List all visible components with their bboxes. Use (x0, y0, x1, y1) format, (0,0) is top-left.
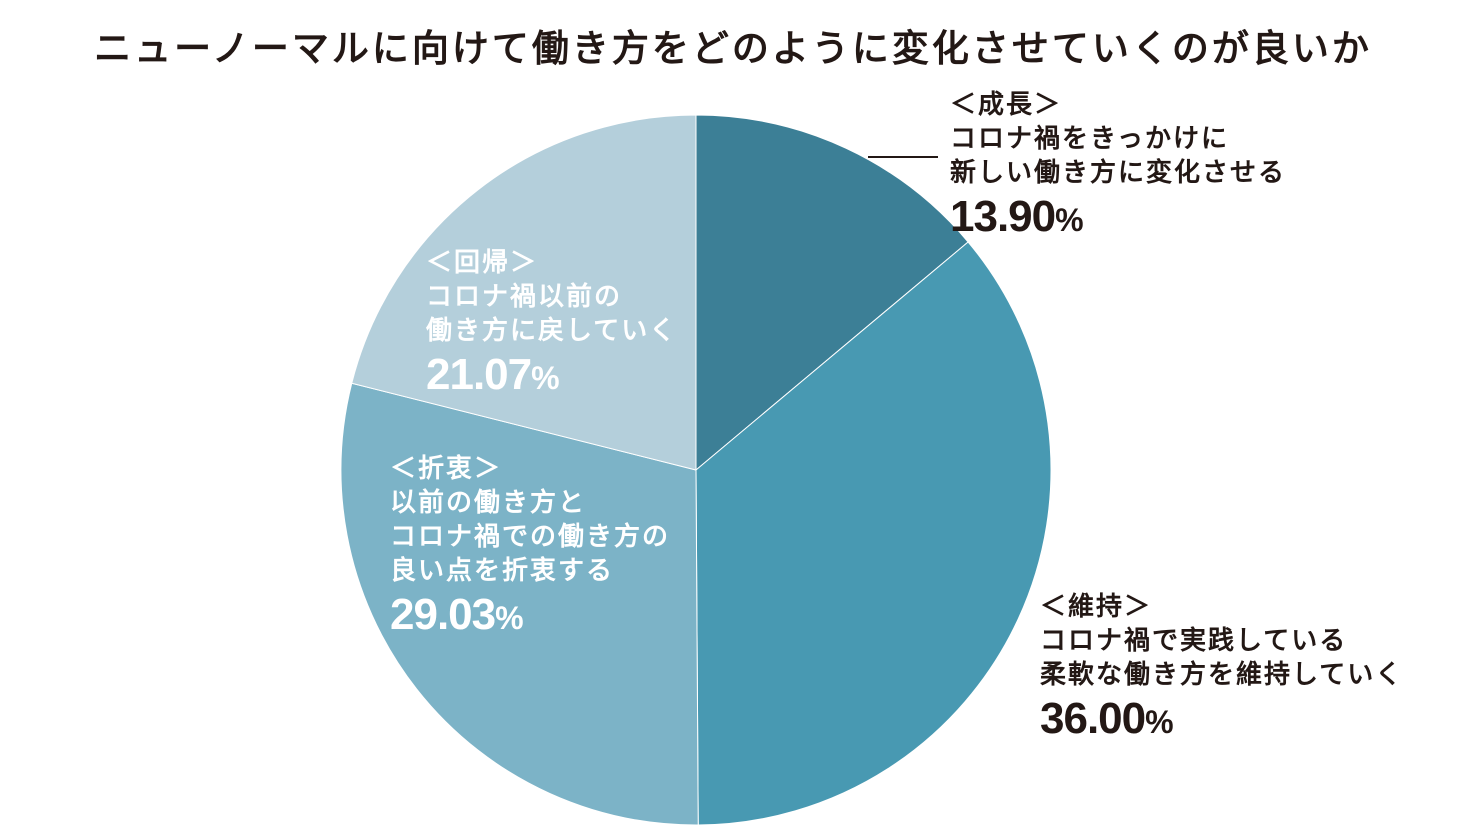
percent-sign: % (1055, 202, 1083, 238)
slice-label-growth: ＜成長＞ コロナ禍をきっかけに 新しい働き方に変化させる 13.90% (950, 88, 1286, 247)
pie-slices (340, 114, 1052, 826)
slice-description-line: 以前の働き方と (390, 488, 587, 518)
slice-value-number: 21.07 (426, 350, 532, 399)
slice-value: 29.03% (390, 588, 670, 645)
pie-slice-compromise (340, 382, 699, 826)
slice-description-line: 柔軟な働き方を維持していく (1040, 660, 1404, 690)
slice-value-number: 36.00 (1040, 694, 1146, 743)
slice-description-line: 新しい働き方に変化させる (950, 158, 1287, 188)
slice-label-compromise: ＜折衷＞ 以前の働き方と コロナ禍での働き方の 良い点を折衷する 29.03% (390, 452, 670, 645)
slice-value-number: 13.90 (950, 192, 1056, 241)
chart-title: ニューノーマルに向けて働き方をどのように変化させていくのが良いか (94, 27, 1372, 70)
slice-label-return: ＜回帰＞ コロナ禍以前の 働き方に戻していく 21.07% (426, 246, 677, 405)
slice-category: ＜折衷＞ (390, 454, 503, 484)
slice-value: 21.07% (426, 348, 677, 405)
percent-sign: % (1145, 704, 1173, 740)
percent-sign: % (531, 360, 559, 396)
slice-category: ＜回帰＞ (426, 248, 539, 278)
slice-description-line: コロナ禍で実践している (1040, 626, 1348, 656)
pie-slice-growth (695, 114, 969, 472)
slice-description-line: 良い点を折衷する (390, 556, 615, 586)
pie-slice-return (351, 114, 697, 471)
slice-description-line: 働き方に戻していく (426, 316, 678, 346)
slice-description-line: コロナ禍をきっかけに (950, 124, 1229, 154)
slice-value: 36.00% (1040, 692, 1403, 749)
slice-category: ＜成長＞ (950, 90, 1063, 120)
slice-value-number: 29.03 (390, 590, 496, 639)
slice-description-line: コロナ禍以前の (426, 282, 623, 312)
slice-category: ＜維持＞ (1040, 592, 1153, 622)
slice-label-maintain: ＜維持＞ コロナ禍で実践している 柔軟な働き方を維持していく 36.00% (1040, 590, 1403, 749)
pie-slice-maintain (695, 241, 1052, 826)
slice-description-line: コロナ禍での働き方の (390, 522, 671, 552)
percent-sign: % (495, 600, 523, 636)
slice-value: 13.90% (950, 190, 1286, 247)
